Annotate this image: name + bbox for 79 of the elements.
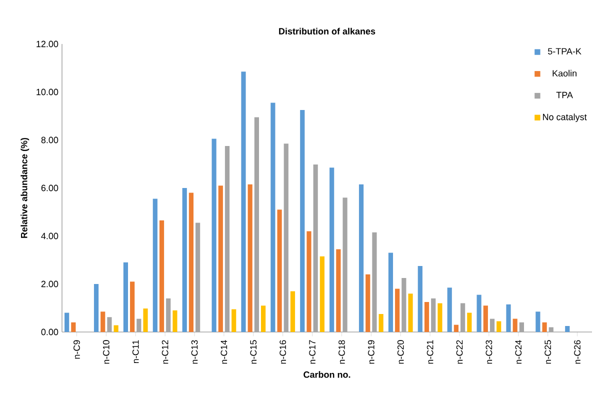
bar xyxy=(476,294,482,332)
bar xyxy=(438,303,442,332)
bar xyxy=(270,102,276,332)
bar xyxy=(94,284,99,332)
bar xyxy=(447,288,452,332)
bar xyxy=(232,309,236,332)
x-tick-label: n-C25 xyxy=(544,340,552,364)
x-tick-label: n-C12 xyxy=(162,340,168,364)
bar xyxy=(483,306,488,332)
x-tick-label: n-C13 xyxy=(191,340,198,364)
y-tick-label: 8.00 xyxy=(41,136,58,144)
bar xyxy=(172,310,178,332)
x-tick-label: n-C18 xyxy=(338,340,345,364)
x-tick-label: n-C16 xyxy=(280,340,286,364)
x-tick-label: n-C11 xyxy=(132,340,139,364)
bar xyxy=(114,325,118,332)
bar xyxy=(241,72,246,332)
bar xyxy=(388,252,394,332)
x-tick-label: n-C17 xyxy=(309,340,316,364)
legend-label: 5-TPA-K xyxy=(548,48,582,54)
bar xyxy=(100,312,106,332)
bar xyxy=(212,138,216,332)
bar xyxy=(366,274,370,332)
y-axis-title: Relative abundance (%) xyxy=(20,138,30,238)
bar xyxy=(300,110,305,332)
legend-label: Kaolin xyxy=(552,70,576,77)
x-tick-label: n-C23 xyxy=(486,340,492,364)
x-tick-label: n-C20 xyxy=(397,340,404,364)
bar xyxy=(290,291,296,332)
bar xyxy=(182,188,187,332)
bar xyxy=(395,288,400,332)
x-tick-label: n-C14 xyxy=(220,340,228,364)
bar xyxy=(378,314,384,332)
bar xyxy=(467,312,472,332)
x-axis-title: Carbon no. xyxy=(304,371,350,378)
x-tick-label: n-C15 xyxy=(250,340,257,364)
bar xyxy=(130,282,135,332)
legend-label: TPA xyxy=(556,92,573,98)
bar xyxy=(188,192,194,332)
y-tick-label: 4.00 xyxy=(41,232,58,240)
bar xyxy=(218,186,223,332)
bar xyxy=(248,184,252,332)
bar xyxy=(496,321,502,332)
bar xyxy=(123,262,128,332)
x-tick-label: n-C26 xyxy=(574,340,580,364)
bar xyxy=(152,198,158,332)
bar xyxy=(424,302,430,332)
x-tick-label: n-C22 xyxy=(456,340,463,364)
x-tick-label: n-C24 xyxy=(515,340,522,364)
x-tick-label: n-C19 xyxy=(368,340,374,364)
y-tick-label: 0.00 xyxy=(41,328,58,336)
x-tick-label: n-C9 xyxy=(74,340,80,359)
bar xyxy=(277,210,282,332)
bar xyxy=(306,231,312,332)
bar xyxy=(542,322,547,332)
bar xyxy=(64,312,70,332)
bar xyxy=(260,306,266,332)
bar xyxy=(536,312,540,332)
x-tick-label: n-C10 xyxy=(102,340,110,364)
y-tick-label: 2.00 xyxy=(41,280,58,288)
bar xyxy=(330,168,334,332)
bar xyxy=(454,324,459,332)
bar xyxy=(565,326,570,332)
bar xyxy=(506,304,511,332)
bar xyxy=(418,266,422,332)
bar xyxy=(336,249,341,332)
chart-title: Distribution of alkanes xyxy=(279,28,376,34)
y-tick-label: 6.00 xyxy=(41,184,58,192)
bar xyxy=(512,318,518,332)
y-tick-label: 12.00 xyxy=(36,40,58,48)
y-tick-label: 10.00 xyxy=(36,88,58,96)
legend-label: No catalyst xyxy=(543,114,587,122)
x-tick-label: n-C21 xyxy=(426,340,434,364)
bar xyxy=(358,184,364,332)
bar xyxy=(159,220,164,332)
bar xyxy=(320,256,324,332)
bar xyxy=(71,322,76,332)
bar xyxy=(408,294,413,332)
bar xyxy=(143,308,148,332)
